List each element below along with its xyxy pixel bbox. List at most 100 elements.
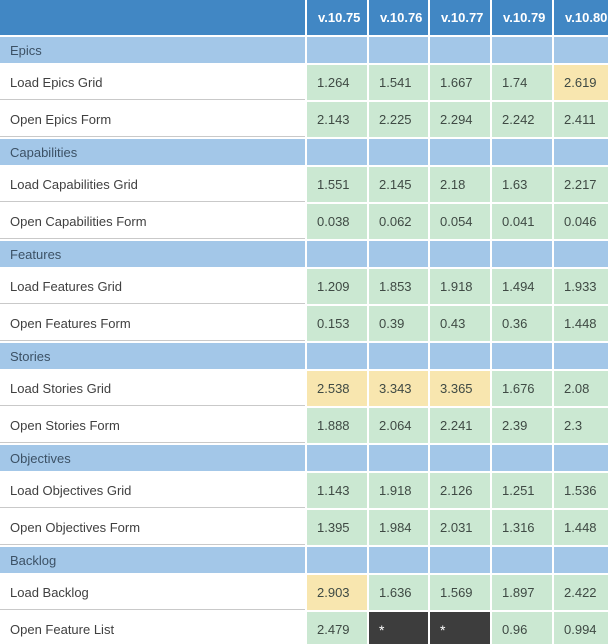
section-spacer-cell [307, 547, 367, 573]
section-spacer-cell [307, 37, 367, 63]
section-spacer-cell [554, 139, 608, 165]
section-spacer-cell [369, 343, 428, 369]
section-spacer-cell [492, 343, 552, 369]
value-cell: 2.619 [554, 65, 608, 100]
value-cell: 2.031 [430, 510, 490, 545]
metric-row: Load Capabilities Grid 1.551 2.145 2.18 1.63… [0, 167, 608, 202]
section-spacer-cell [492, 37, 552, 63]
value-cell: 0.39 [369, 306, 428, 341]
metric-row: Load Features Grid 1.209 1.853 1.918 1.494 1.… [0, 269, 608, 304]
section-row: Objectives [0, 445, 608, 471]
section-spacer-cell [492, 241, 552, 267]
value-cell: 1.569 [430, 575, 490, 610]
value-cell: 3.365 [430, 371, 490, 406]
version-column-header: v.10.77 [430, 0, 490, 35]
value-cell: 0.038 [307, 204, 367, 239]
value-cell: 2.422 [554, 575, 608, 610]
value-cell: 0.96 [492, 612, 552, 644]
value-cell: 1.448 [554, 510, 608, 545]
value-cell: 1.494 [492, 269, 552, 304]
section-spacer-cell [307, 241, 367, 267]
section-spacer-cell [307, 343, 367, 369]
section-row: Backlog [0, 547, 608, 573]
metric-label: Load Objectives Grid [0, 473, 305, 508]
metric-label: Open Stories Form [0, 408, 305, 443]
metric-row: Open Feature List 2.479 * * 0.96 0.994 [0, 612, 608, 644]
value-cell: 0.062 [369, 204, 428, 239]
value-cell: 1.636 [369, 575, 428, 610]
value-cell: 2.242 [492, 102, 552, 137]
metric-label: Load Epics Grid [0, 65, 305, 100]
section-spacer-cell [554, 241, 608, 267]
section-label: Capabilities [0, 139, 305, 165]
section-row: Features [0, 241, 608, 267]
metric-label: Open Objectives Form [0, 510, 305, 545]
corner-cell [0, 0, 305, 35]
value-cell: 1.63 [492, 167, 552, 202]
value-cell: 1.448 [554, 306, 608, 341]
metric-row: Open Capabilities Form 0.038 0.062 0.054 0.0… [0, 204, 608, 239]
section-label: Epics [0, 37, 305, 63]
metric-row: Open Stories Form 1.888 2.064 2.241 2.39 2.3 [0, 408, 608, 443]
value-cell: 1.918 [369, 473, 428, 508]
value-cell: 1.933 [554, 269, 608, 304]
section-spacer-cell [492, 139, 552, 165]
value-cell: 3.343 [369, 371, 428, 406]
value-cell: 2.126 [430, 473, 490, 508]
section-label: Features [0, 241, 305, 267]
metric-row: Open Objectives Form 1.395 1.984 2.031 1.316… [0, 510, 608, 545]
metric-label: Load Capabilities Grid [0, 167, 305, 202]
value-cell: 1.316 [492, 510, 552, 545]
value-cell: 2.411 [554, 102, 608, 137]
value-cell: 2.225 [369, 102, 428, 137]
value-cell: 0.041 [492, 204, 552, 239]
metric-label: Open Capabilities Form [0, 204, 305, 239]
section-spacer-cell [369, 139, 428, 165]
value-cell: 2.145 [369, 167, 428, 202]
section-spacer-cell [307, 445, 367, 471]
value-cell: 1.143 [307, 473, 367, 508]
value-cell: 2.538 [307, 371, 367, 406]
section-spacer-cell [307, 139, 367, 165]
section-spacer-cell [369, 241, 428, 267]
version-column-header: v.10.75 [307, 0, 367, 35]
section-spacer-cell [554, 343, 608, 369]
section-spacer-cell [430, 37, 490, 63]
value-cell: 0.153 [307, 306, 367, 341]
value-cell: 2.294 [430, 102, 490, 137]
missing-value-cell: * [369, 612, 428, 644]
missing-value-cell: * [430, 612, 490, 644]
value-cell: 2.143 [307, 102, 367, 137]
section-spacer-cell [369, 547, 428, 573]
value-cell: 1.888 [307, 408, 367, 443]
value-cell: 1.541 [369, 65, 428, 100]
section-label: Objectives [0, 445, 305, 471]
value-cell: 2.217 [554, 167, 608, 202]
value-cell: 2.903 [307, 575, 367, 610]
value-cell: 1.853 [369, 269, 428, 304]
metric-row: Load Objectives Grid 1.143 1.918 2.126 1.251… [0, 473, 608, 508]
value-cell: 0.43 [430, 306, 490, 341]
value-cell: 1.897 [492, 575, 552, 610]
metric-label: Open Epics Form [0, 102, 305, 137]
section-spacer-cell [430, 343, 490, 369]
section-row: Epics [0, 37, 608, 63]
value-cell: 2.064 [369, 408, 428, 443]
section-spacer-cell [430, 547, 490, 573]
value-cell: 1.74 [492, 65, 552, 100]
value-cell: 0.046 [554, 204, 608, 239]
value-cell: 1.918 [430, 269, 490, 304]
metric-label: Load Features Grid [0, 269, 305, 304]
metric-row: Open Features Form 0.153 0.39 0.43 0.36 1.448 [0, 306, 608, 341]
section-row: Capabilities [0, 139, 608, 165]
value-cell: 1.984 [369, 510, 428, 545]
value-cell: 1.676 [492, 371, 552, 406]
section-spacer-cell [492, 547, 552, 573]
value-cell: 2.39 [492, 408, 552, 443]
section-spacer-cell [554, 445, 608, 471]
value-cell: 2.08 [554, 371, 608, 406]
value-cell: 1.551 [307, 167, 367, 202]
metric-label: Load Stories Grid [0, 371, 305, 406]
value-cell: 0.994 [554, 612, 608, 644]
metric-row: Open Epics Form 2.143 2.225 2.294 2.242 2.411 [0, 102, 608, 137]
